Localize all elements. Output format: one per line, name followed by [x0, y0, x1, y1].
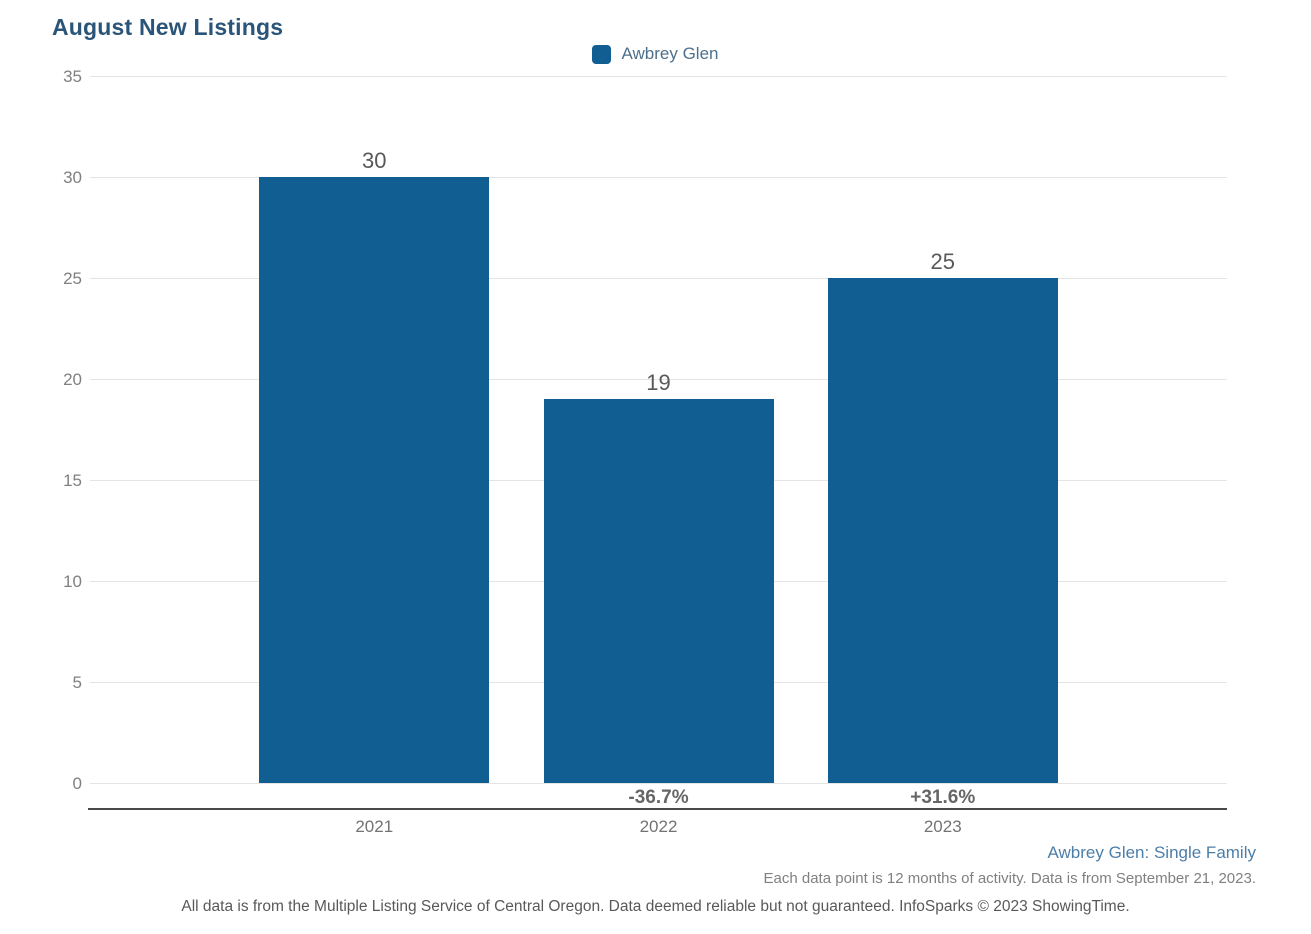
- y-axis-tick-label: 5: [72, 673, 82, 692]
- y-axis-tick-label: 35: [63, 67, 82, 86]
- x-axis-label-2023: 2023: [923, 817, 962, 836]
- y-axis-tick-label: 20: [63, 370, 82, 389]
- change-pct-label-2022: -36.7%: [628, 787, 689, 808]
- y-axis-tick-label: 15: [63, 471, 82, 490]
- bar-2023[interactable]: [827, 278, 1058, 783]
- legend-label: Awbrey Glen: [621, 44, 719, 63]
- y-axis-tick-label: 10: [63, 572, 82, 591]
- gridline-y-30: [90, 177, 1227, 178]
- data-note: Each data point is 12 months of activity…: [763, 870, 1256, 887]
- bar-2021[interactable]: [259, 177, 490, 783]
- legend-swatch-icon: [592, 44, 612, 64]
- x-axis-label-2022: 2022: [639, 817, 678, 836]
- bar-value-label-2022: 19: [646, 370, 671, 396]
- bar-value-label-2023: 25: [930, 249, 955, 274]
- change-pct-label-2023: +31.6%: [910, 787, 976, 808]
- legend-item-awbrey-glen[interactable]: Awbrey Glen: [0, 44, 1311, 64]
- disclaimer: All data is from the Multiple Listing Se…: [181, 898, 1130, 915]
- gridline-y-0: [90, 783, 1227, 784]
- x-axis-line: [88, 808, 1227, 810]
- gridline-y-35: [90, 76, 1227, 77]
- y-axis-tick-label: 0: [72, 774, 82, 793]
- chart-title: August New Listings: [52, 14, 284, 40]
- series-link[interactable]: Awbrey Glen: Single Family: [1047, 843, 1257, 862]
- gridline-y-25: [90, 278, 1227, 279]
- y-axis-tick-label: 25: [63, 269, 82, 288]
- y-axis-tick-label: 30: [63, 168, 82, 187]
- bar-value-label-2021: 30: [362, 148, 387, 173]
- gridline-y-20: [90, 379, 1227, 380]
- bar-2022[interactable]: [543, 399, 774, 783]
- x-axis-label-2021: 2021: [355, 817, 394, 836]
